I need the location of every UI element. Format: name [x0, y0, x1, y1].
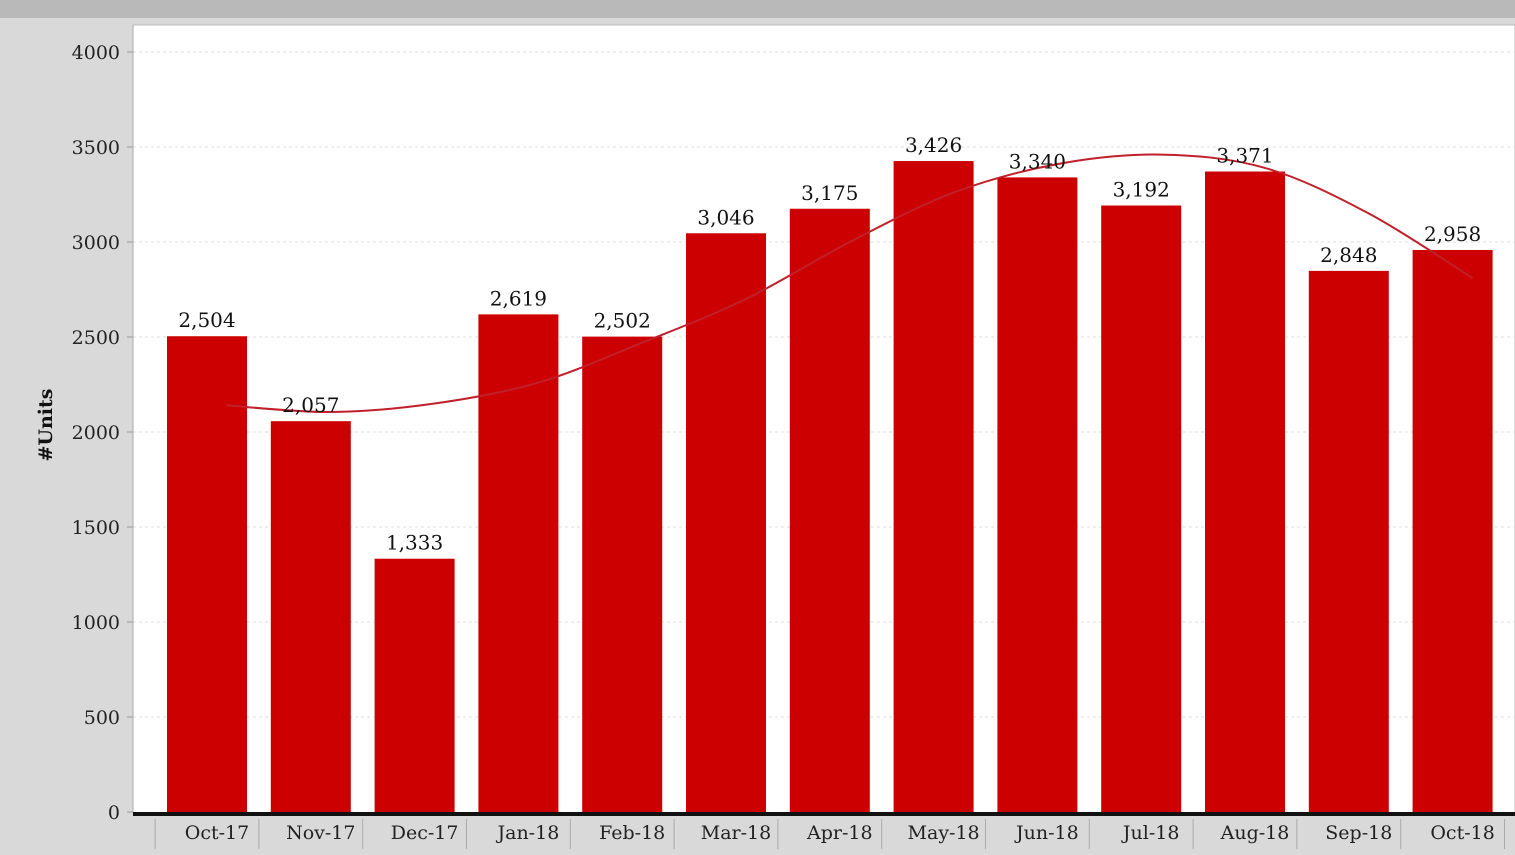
bars	[167, 161, 1493, 813]
bar-dec-17	[374, 558, 455, 812]
data-label: 2,502	[594, 309, 651, 333]
x-tick-label: Dec-17	[391, 822, 459, 844]
x-tick-label: Jul-18	[1121, 822, 1180, 844]
bar-oct-18	[1412, 249, 1493, 813]
x-tick-label: Oct-18	[1430, 822, 1494, 844]
bar-jun-18	[997, 177, 1078, 812]
y-tick-label: 0	[108, 802, 120, 824]
bar-aug-18	[1205, 171, 1285, 812]
bar-apr-18	[789, 208, 870, 812]
value-labels: 2,504 2,057 1,333 2,619 2,502 3,046 3,175 3,426…	[178, 133, 1481, 555]
bar-oct-17	[167, 336, 247, 812]
y-tick-label: 1000	[72, 612, 120, 634]
x-axis-line	[133, 812, 1515, 816]
bar-jul-18	[1101, 205, 1182, 812]
trend-line	[226, 153, 1474, 414]
bar-may-18	[893, 161, 974, 812]
data-label: 2,958	[1424, 222, 1481, 246]
data-label: 3,192	[1113, 178, 1170, 202]
x-tick-label: Mar-18	[701, 822, 771, 844]
data-label: 3,371	[1216, 144, 1273, 168]
y-tick-label: 1500	[72, 517, 120, 539]
x-tick-label: Sep-18	[1325, 822, 1392, 844]
bar-mar-18	[686, 233, 766, 812]
data-label: 3,426	[905, 133, 962, 157]
y-axis: 0 500 1000 1500 2000 2500 3000 3500 4000	[72, 25, 134, 824]
x-tick-label: Oct-17	[185, 822, 249, 844]
data-label: 2,504	[178, 308, 235, 332]
x-tick-label: May-18	[908, 822, 980, 844]
data-label: 3,046	[697, 205, 754, 229]
window-top-bar	[0, 0, 1515, 18]
bar-jan-18	[478, 314, 559, 812]
data-label: 3,340	[1009, 149, 1066, 173]
x-tick-label: Apr-18	[806, 822, 873, 844]
x-axis: Oct-17 Nov-17 Dec-17 Jan-18 Feb-18 Mar-18 Apr-…	[133, 812, 1515, 849]
x-tick-label: Aug-18	[1220, 822, 1290, 844]
bar-sep-18	[1308, 270, 1389, 812]
y-axis-title: #Units	[35, 389, 57, 462]
bar-feb-18	[582, 336, 663, 812]
y-tick-label: 2500	[72, 327, 120, 349]
bar-nov-17	[270, 421, 351, 812]
x-tick-label: Feb-18	[599, 822, 665, 844]
x-tick-label: Nov-17	[286, 822, 355, 844]
x-tick-label: Jun-18	[1014, 822, 1079, 844]
data-label: 3,175	[801, 181, 858, 205]
data-label: 2,619	[490, 286, 547, 310]
data-label: 2,057	[282, 393, 339, 417]
y-tick-label: 3500	[72, 137, 120, 159]
y-tick-label: 3000	[72, 232, 120, 254]
data-label: 1,333	[386, 531, 443, 555]
x-tick-label: Jan-18	[496, 822, 560, 844]
y-tick-label: 2000	[72, 422, 120, 444]
data-label: 2,848	[1320, 243, 1377, 267]
y-tick-label: 500	[84, 707, 120, 729]
y-tick-label: 4000	[72, 42, 120, 64]
